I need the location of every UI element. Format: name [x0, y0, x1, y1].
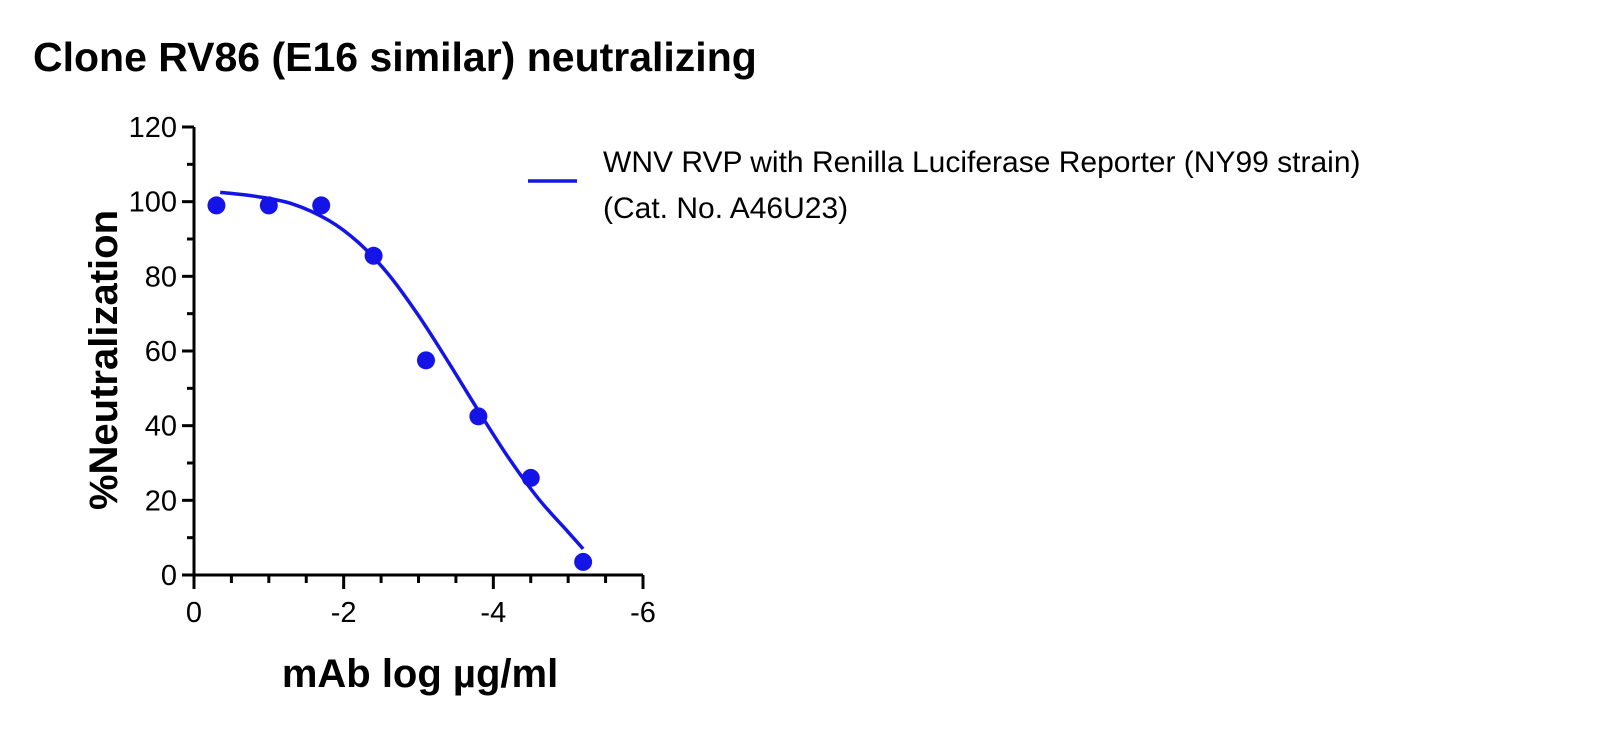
- y-tick-label: 60: [145, 336, 177, 368]
- data-point: [416, 351, 435, 370]
- y-tick-label: 40: [145, 411, 177, 443]
- data-point: [521, 468, 540, 487]
- x-axis-label: mAb log µg/ml: [282, 652, 558, 696]
- y-tick-label: 120: [129, 112, 177, 144]
- y-tick-label: 0: [161, 560, 177, 592]
- y-axis-label: %Neutralization: [82, 210, 126, 510]
- y-tick-label: 80: [145, 261, 177, 293]
- y-tick-label: 100: [129, 187, 177, 219]
- y-tick-label: 20: [145, 485, 177, 517]
- chart-marks: [207, 190, 593, 571]
- data-point: [259, 196, 278, 215]
- data-point: [364, 246, 383, 265]
- legend-entry-line-2: (Cat. No. A46U23): [603, 192, 848, 225]
- data-point: [312, 196, 331, 215]
- x-tick-label: -4: [480, 597, 506, 629]
- legend: WNV RVP with Renilla Luciferase Reporter…: [528, 146, 1361, 225]
- data-point: [574, 552, 593, 571]
- x-tick-label: -6: [630, 597, 656, 629]
- x-tick-label: -2: [331, 597, 357, 629]
- legend-entry-line-1: WNV RVP with Renilla Luciferase Reporter…: [603, 146, 1361, 179]
- data-point: [207, 196, 226, 215]
- chart-title: Clone RV86 (E16 similar) neutralizing: [33, 34, 757, 80]
- fit-curve: [219, 190, 585, 551]
- axes: 0 20 40 60 80 100 120 0 -2 -4 -6: [129, 112, 656, 629]
- x-tick-label: 0: [186, 597, 202, 629]
- data-point: [469, 407, 488, 426]
